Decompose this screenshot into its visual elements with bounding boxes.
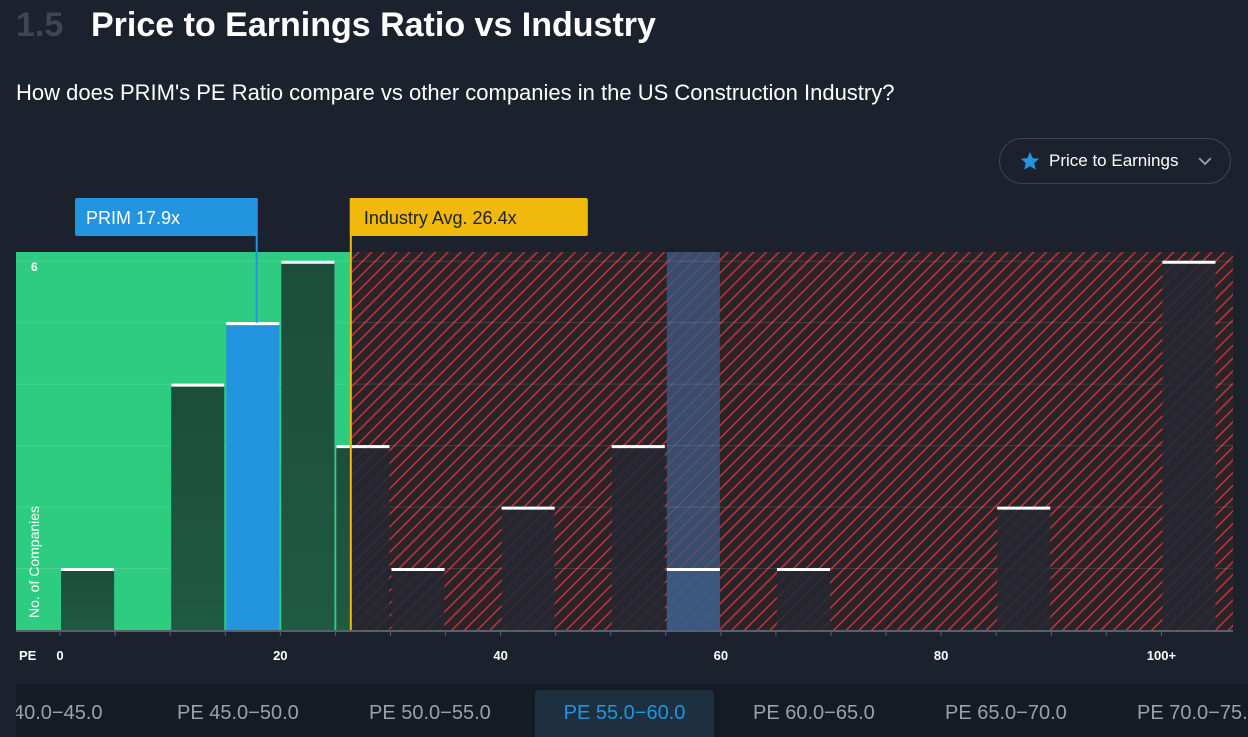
histogram-bar [611,445,665,630]
x-tick-label: 100+ [1147,648,1177,663]
industry-avg-label: Industry Avg. 26.4x [364,208,517,228]
range-tab[interactable]: PE 50.0−55.0 [369,702,491,724]
chevron-down-icon [1198,157,1212,165]
x-tick-label: 80 [934,648,948,663]
x-tick-label: 40 [493,648,507,663]
x-tick-label: 60 [714,648,728,663]
histogram-bar [281,261,335,630]
histogram-bar [501,507,555,630]
range-tab[interactable]: PE 45.0−50.0 [177,702,299,724]
section-number: 1.5 [16,6,64,44]
company-flag [75,198,258,236]
histogram-bar-segment [336,445,351,630]
histogram-bar [391,568,445,630]
range-tab[interactable]: 40.0−45.0 [16,702,103,724]
pe-range-tabs: 40.0−45.0 PE 45.0−50.0 PE 50.0−55.0 PE 55.0… [16,684,1248,737]
range-tab[interactable]: PE 65.0−70.0 [945,702,1067,724]
pe-distribution-chart: Industry Avg. 26.4x PRIM 17.9x PE 0 20 40 60 8… [16,198,1233,663]
page-subtitle: How does PRIM's PE Ratio compare vs othe… [16,80,895,105]
histogram-bar [1162,261,1216,630]
star-icon [1020,151,1040,170]
industry-avg-flag [349,198,588,236]
overvalued-region [350,252,1233,630]
x-axis-label: PE [19,648,37,663]
x-tick-label: 0 [56,648,63,663]
y-tick-label: 6 [31,260,38,274]
company-label: PRIM 17.9x [86,208,180,228]
histogram-bar [666,568,720,630]
histogram-bar [997,507,1051,630]
histogram-bar [61,568,115,630]
range-tab[interactable]: PE 70.0−75.0 [1137,702,1248,724]
metric-dropdown-label: Price to Earnings [1049,151,1179,170]
page-title: Price to Earnings Ratio vs Industry [91,6,656,44]
selected-bin-band [666,252,720,630]
y-axis-label: No. of Companies [26,506,42,618]
company-bin-bar [226,322,280,630]
metric-dropdown[interactable]: Price to Earnings [999,138,1231,184]
range-tab-active[interactable]: PE 55.0−60.0 [535,690,714,737]
histogram-bar [171,384,225,630]
range-tab[interactable]: PE 60.0−65.0 [753,702,875,724]
histogram-bar [776,568,831,630]
x-tick-label: 20 [273,648,287,663]
